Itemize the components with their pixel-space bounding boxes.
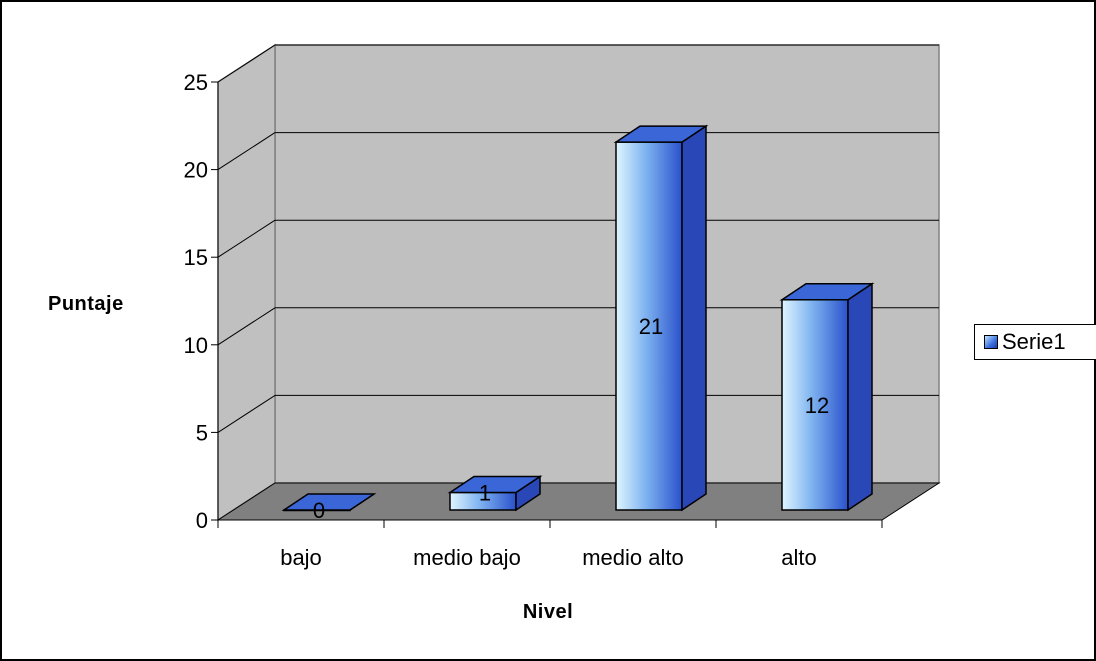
y-tick-label: 10 (184, 333, 208, 358)
bar-top (281, 493, 377, 511)
gridline-side (217, 307, 276, 346)
y-axis-title: Puntaje (48, 293, 124, 315)
legend-label-serie1: Serie1 (1002, 329, 1066, 354)
data-label: 1 (479, 480, 491, 505)
x-tick-label: alto (781, 545, 816, 570)
bars (281, 124, 875, 512)
x-tick-label: medio alto (582, 545, 684, 570)
bar-front (781, 299, 849, 511)
bar-bajo (281, 493, 377, 512)
y-tick-label: 15 (184, 245, 208, 270)
bar-top (779, 283, 875, 301)
gridline-side (217, 132, 276, 171)
bar-medio-bajo (447, 475, 543, 512)
legend-swatch-serie1 (984, 335, 998, 349)
y-tick-label: 20 (184, 158, 208, 183)
bar-side (681, 124, 707, 512)
y-tick-label: 0 (196, 508, 208, 533)
y-tick-label: 5 (196, 420, 208, 445)
x-axis-title: Nivel (523, 601, 573, 623)
bar-alto (779, 282, 875, 512)
legend: Serie1 (974, 324, 1096, 360)
gridline-side (217, 44, 276, 83)
labels: 0 5 10 15 20 25 bajo medio bajo medio alto alto 0 1… (184, 70, 830, 570)
data-label: 21 (639, 314, 663, 339)
x-tick-label: bajo (280, 545, 322, 570)
data-label: 0 (313, 498, 325, 523)
gridline-side (217, 394, 276, 433)
side-wall (217, 43, 276, 522)
bar-top (447, 475, 543, 494)
gridlines (217, 44, 939, 433)
axes (211, 81, 883, 528)
x-tick-label: medio bajo (413, 545, 521, 570)
data-label: 12 (805, 393, 829, 418)
y-tick-label: 25 (184, 70, 208, 95)
bar-front (615, 141, 683, 511)
bar-medio-alto (613, 124, 709, 512)
gridline-side (217, 219, 276, 258)
bar-top (613, 125, 709, 143)
bar-side (847, 282, 873, 512)
